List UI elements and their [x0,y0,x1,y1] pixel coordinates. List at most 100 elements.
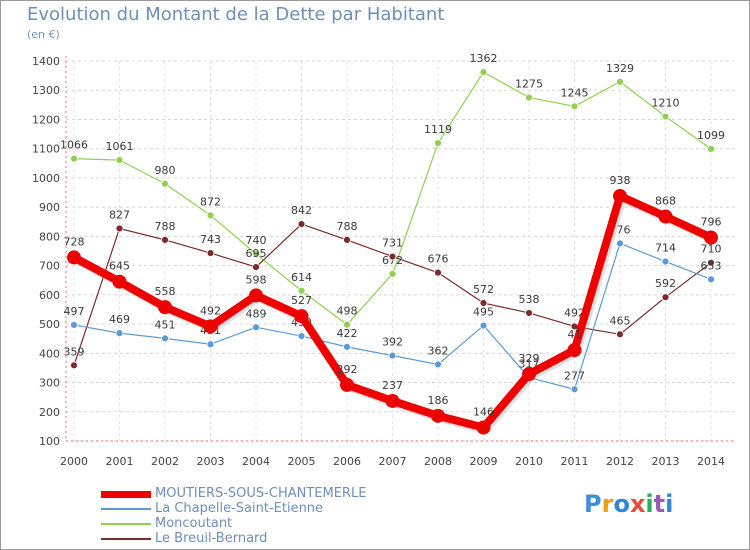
data-label: 695 [246,247,267,260]
data-point [385,393,400,408]
data-point [434,268,442,277]
data-point [112,274,127,289]
data-point [252,250,260,258]
data-point [203,319,218,334]
data-point [522,367,536,382]
data-label: 41 [568,328,582,341]
data-point [431,408,445,423]
legend-label: Moncoutant [155,516,233,531]
data-label: 788 [337,220,358,233]
legend-item-series-3: Le Breuil-Bernard [101,531,461,547]
data-label: 362 [428,344,449,357]
data-point [70,361,78,370]
data-point [616,77,624,86]
logo-letter: P [584,490,602,518]
data-point [206,340,215,349]
logo-letter: t [653,490,666,518]
x-tick-label: 2000 [60,455,88,468]
data-label: 469 [109,313,130,326]
data-point [525,93,533,102]
y-tick-label: 1300 [32,84,60,97]
data-label: 489 [246,307,267,320]
legend-item-series-0: MOUTIERS-SOUS-CHANTEMERLE [101,486,461,502]
data-label: 788 [155,220,176,233]
data-label: 653 [701,259,722,272]
data-label: 676 [428,253,449,266]
y-tick-label: 1200 [32,113,60,126]
x-tick-label: 2006 [333,455,361,468]
series-2 [70,68,715,329]
data-label: 329 [519,352,540,365]
x-tick-label: 2013 [652,455,680,468]
data-point [704,230,718,245]
legend-swatch [101,508,151,510]
data-point [115,156,124,164]
data-point [570,385,579,394]
data-label: 592 [655,277,676,290]
data-label: 1119 [424,123,452,136]
data-point [161,235,169,244]
legend-item-series-1: La Chapelle-Saint-Etienne [101,501,461,517]
data-label: 598 [246,273,267,286]
x-tick-label: 2002 [151,455,179,468]
data-point [158,300,172,315]
proxiti-logo: Proxiti [584,490,673,518]
x-tick-label: 2003 [197,455,225,468]
data-label: 743 [200,233,221,246]
data-point [613,189,627,204]
data-label: 1210 [652,97,680,110]
logo-letter: r [601,490,614,518]
x-tick-label: 2004 [242,455,270,468]
data-point [661,112,670,121]
data-point [252,263,260,271]
y-tick-label: 500 [39,318,60,331]
data-point [343,342,351,351]
data-point [343,235,351,244]
data-point [476,420,491,435]
y-tick-label: 1000 [32,172,60,185]
data-label: 1061 [106,140,134,153]
data-label: 842 [291,204,312,217]
data-label: 359 [64,345,85,358]
y-tick-label: 1100 [32,143,60,156]
data-point [115,329,124,338]
data-label: 527 [291,294,312,307]
data-point [658,209,673,224]
legend: MOUTIERS-SOUS-CHANTEMERLE La Chapelle-Sa… [101,485,461,549]
data-point [70,321,78,329]
data-point [161,334,169,343]
data-label: 292 [337,363,358,376]
data-point [297,220,306,229]
data-label: 538 [519,293,540,306]
data-label: 796 [701,216,722,229]
y-tick-label: 600 [39,289,60,302]
logo-letter: i [645,490,654,518]
x-tick-label: 2008 [424,455,452,468]
data-point [388,351,397,360]
data-label: 186 [428,394,449,407]
data-point [707,145,715,153]
data-label: 422 [337,327,358,340]
data-label: 1362 [470,52,498,65]
x-tick-label: 2007 [379,455,407,468]
y-tick-label: 200 [39,406,60,419]
x-tick-label: 2009 [470,455,498,468]
data-label: 1275 [515,78,543,91]
x-tick-label: 2011 [561,455,589,468]
data-label: 938 [610,174,631,187]
data-label: 1329 [606,62,634,75]
series-0 [67,189,718,435]
legend-label: MOUTIERS-SOUS-CHANTEMERLE [155,486,367,501]
data-point [161,179,169,188]
data-label: 980 [155,164,176,177]
x-tick-label: 2014 [697,455,725,468]
data-point [434,139,442,148]
y-tick-label: 800 [39,230,60,243]
data-point [206,249,215,257]
data-point [297,332,306,340]
data-label: 392 [382,336,403,349]
legend-item-series-2: Moncoutant [101,516,461,532]
data-point [70,154,78,163]
chart-title: Evolution du Montant de la Dette par Hab… [27,4,445,25]
